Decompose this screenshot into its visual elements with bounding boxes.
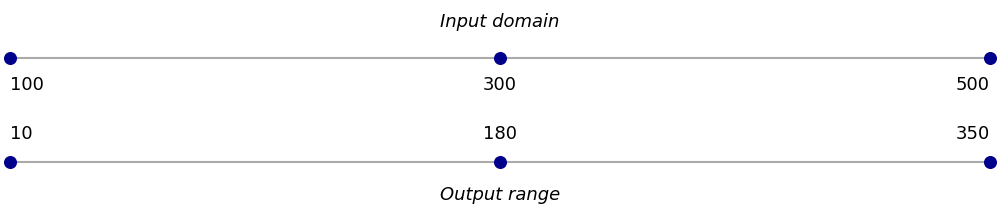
Point [982, 56, 998, 59]
Text: 350: 350 [956, 125, 990, 143]
Point [492, 56, 508, 59]
Point [492, 160, 508, 163]
Text: 10: 10 [10, 125, 33, 143]
Text: 300: 300 [483, 76, 517, 94]
Point [982, 160, 998, 163]
Text: 100: 100 [10, 76, 44, 94]
Text: Input domain: Input domain [440, 13, 560, 31]
Text: Output range: Output range [440, 186, 560, 204]
Point [2, 56, 18, 59]
Text: 180: 180 [483, 125, 517, 143]
Text: 500: 500 [956, 76, 990, 94]
Point [2, 160, 18, 163]
